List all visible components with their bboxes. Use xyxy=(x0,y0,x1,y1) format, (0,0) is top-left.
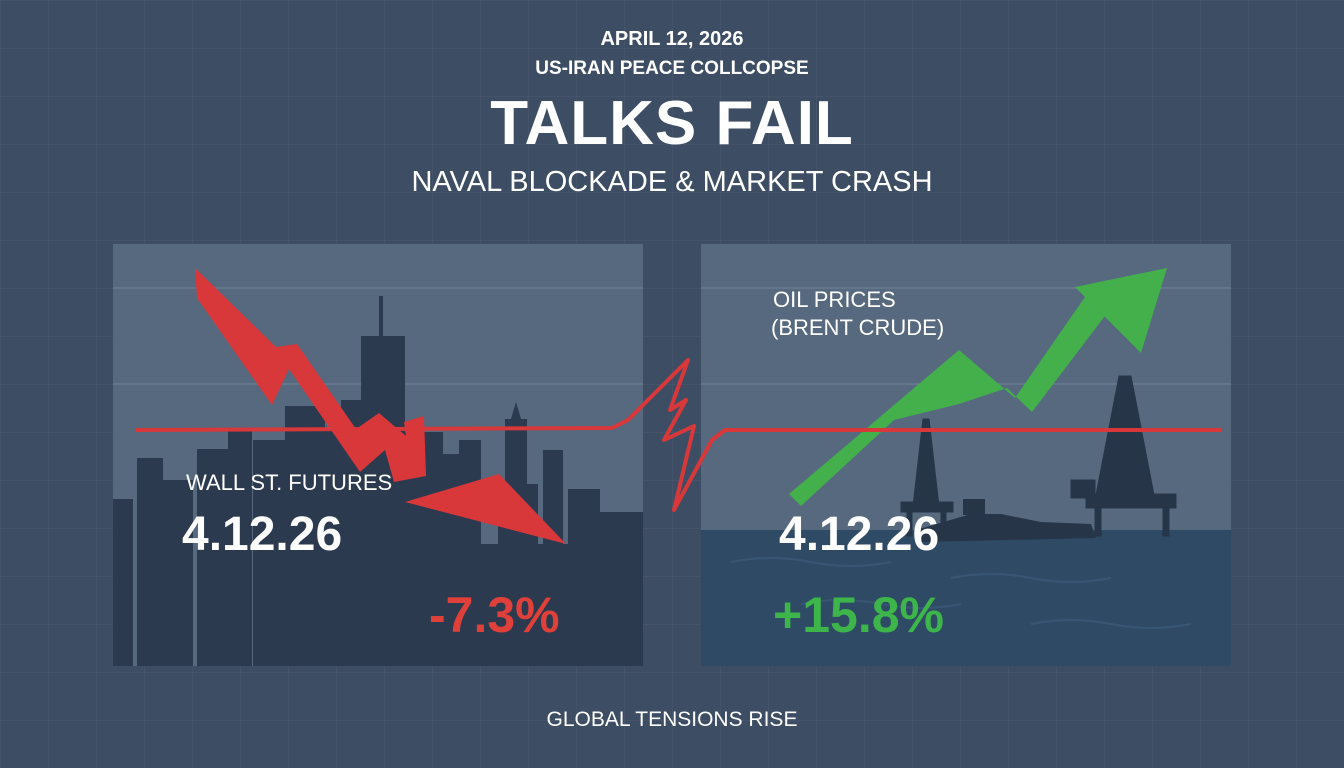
oil-rig-icon xyxy=(1070,375,1177,537)
oil-prices-date: 4.12.26 xyxy=(779,508,940,561)
wall-street-label: WALL ST. FUTURES xyxy=(186,470,393,495)
headline: TALKS FAIL xyxy=(490,89,854,158)
wall-street-panel: WALL ST. FUTURES 4.12.26 -7.3% xyxy=(113,244,643,666)
date-line: APRIL 12, 2026 xyxy=(600,28,744,50)
oil-prices-label: OIL PRICES xyxy=(773,287,896,312)
sea xyxy=(701,530,1231,666)
wall-street-change: -7.3% xyxy=(429,587,560,643)
kicker-line: US-IRAN PEACE COLLCOPSE xyxy=(535,58,809,79)
footer-caption: GLOBAL TENSIONS RISE xyxy=(546,708,798,731)
brent-crude-label: (BRENT CRUDE) xyxy=(771,315,945,340)
up-arrowhead xyxy=(1075,268,1167,353)
wall-street-illustration xyxy=(113,268,643,666)
wall-street-date: 4.12.26 xyxy=(182,508,343,561)
sea-ripples xyxy=(730,557,1192,629)
oil-prices-panel: OIL PRICES (BRENT CRUDE) 4.12.26 +15.8% xyxy=(701,244,1231,666)
subheadline: NAVAL BLOCKADE & MARKET CRASH xyxy=(411,166,933,198)
oil-prices-change: +15.8% xyxy=(773,587,944,643)
